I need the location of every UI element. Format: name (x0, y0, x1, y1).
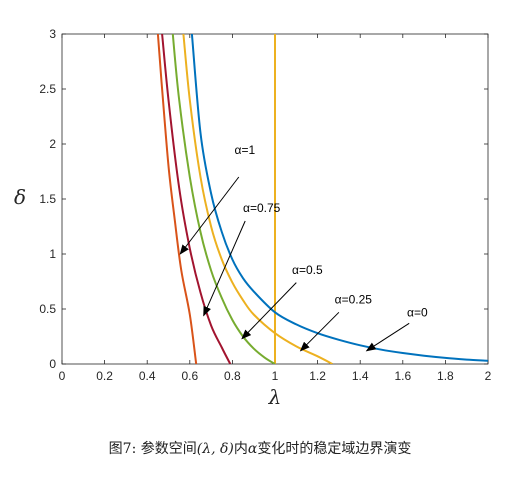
series-line (171, 34, 276, 364)
x-tick-label: 0.8 (224, 369, 241, 383)
x-tick-label: 1.4 (352, 369, 369, 383)
x-tick-label: 1 (272, 369, 279, 383)
annotation-arrow (241, 282, 297, 340)
caption-suffix: 变化时的稳定域边界演变 (257, 441, 412, 457)
annotation-label: α=0.75 (243, 201, 281, 215)
x-axis-label: λ (268, 385, 282, 409)
x-tick-label: 1.8 (437, 369, 454, 383)
annotation-arrow (203, 220, 246, 317)
series-line (156, 34, 198, 364)
x-tick-label: 2 (485, 369, 492, 383)
annotation-arrow (365, 322, 410, 352)
y-tick-label: 1.5 (39, 192, 56, 206)
annotation-arrow (179, 176, 240, 255)
y-tick-label: 3 (49, 27, 56, 41)
x-tick-label: 1.2 (309, 369, 326, 383)
annotation-label: α=0 (407, 306, 428, 320)
series-line (182, 34, 333, 364)
caption-middle: 内 (233, 441, 248, 457)
x-tick-label: 0.2 (96, 369, 113, 383)
y-tick-label: 1 (49, 247, 56, 261)
series-line (190, 34, 488, 362)
x-tick-label: 0.4 (139, 369, 156, 383)
chart: 0 0.2 0.4 0.6 0.8 1 1.2 1.4 1.6 1.8 2 0 0.5 1 1.5 2 2.5 3… (14, 27, 492, 409)
x-tick-label: 0.6 (181, 369, 198, 383)
x-tick-label: 1.6 (394, 369, 411, 383)
annotation-label: α=1 (235, 143, 256, 157)
y-tick-label: 2 (49, 137, 56, 151)
y-tick-label: 0.5 (39, 302, 56, 316)
annotations: α=1 α=0.75 α=0.5 α=0.25 α=0 (179, 143, 428, 352)
series-line (161, 34, 232, 364)
y-tick-label: 2.5 (39, 82, 56, 96)
x-tick-label: 0 (59, 369, 66, 383)
figure-caption: 图7: 参数空间(λ, δ)内α变化时的稳定域边界演变 (0, 438, 520, 458)
caption-prefix: 图7: 参数空间 (108, 441, 197, 457)
caption-math: (λ, δ) (196, 441, 234, 457)
series-lines (156, 34, 488, 364)
annotation-label: α=0.5 (292, 263, 323, 277)
y-tick-label: 0 (49, 357, 56, 371)
y-axis-label: δ (14, 185, 26, 209)
annotation-arrow (299, 311, 340, 352)
caption-alpha: α (247, 441, 258, 457)
annotation-label: α=0.25 (335, 293, 373, 307)
